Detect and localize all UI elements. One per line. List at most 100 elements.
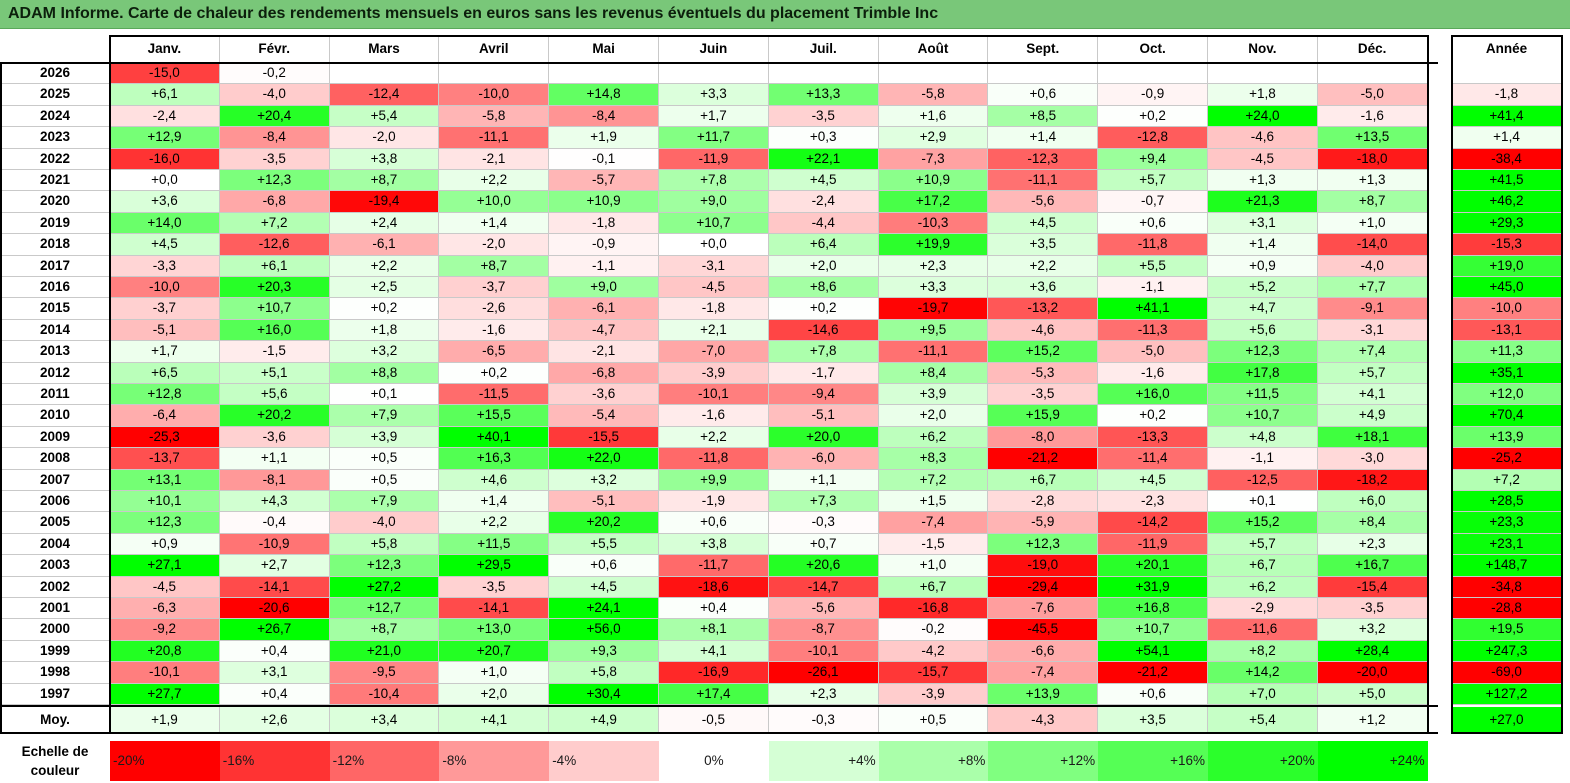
heatmap-cell: +12,3 xyxy=(219,170,330,192)
heatmap-cell: +17,2 xyxy=(878,191,989,213)
heatmap-cell: -4,7 xyxy=(549,319,659,342)
heatmap-cell: +11,5 xyxy=(1208,384,1318,406)
heatmap-cell: +5,6 xyxy=(1208,319,1318,342)
annual-cell: +247,3 xyxy=(1452,640,1562,663)
heatmap-cell: +10,1 xyxy=(110,491,220,513)
heatmap-cell: -1,1 xyxy=(1208,448,1318,470)
heatmap-cell: -11,5 xyxy=(439,384,550,406)
heatmap-cell xyxy=(768,63,879,85)
heatmap-cell: -11,9 xyxy=(1098,533,1208,556)
heatmap-cell: +4,6 xyxy=(439,469,550,491)
annual-cell: -1,8 xyxy=(1452,84,1562,106)
heatmap-cell: -0,4 xyxy=(219,512,330,534)
heatmap-cell: +2,1 xyxy=(659,319,769,342)
annual-cell: +41,4 xyxy=(1452,105,1562,128)
year-label: 2015 xyxy=(0,298,110,320)
annual-cell: +70,4 xyxy=(1452,405,1562,427)
heatmap-cell: +3,8 xyxy=(329,148,440,170)
heatmap-cell: -3,6 xyxy=(549,384,659,406)
heatmap-cell: +4,5 xyxy=(110,234,220,256)
heatmap-cell: -3,7 xyxy=(439,277,550,299)
heatmap-cell: +9,0 xyxy=(659,191,769,213)
year-label: 2013 xyxy=(0,341,110,363)
heatmap-cell: +8,7 xyxy=(329,619,440,641)
legend-swatch: +12% xyxy=(988,741,1099,781)
heatmap-cell: +40,1 xyxy=(439,426,550,449)
heatmap-cell: -7,4 xyxy=(988,662,1099,684)
year-label: 2014 xyxy=(0,320,110,342)
heatmap-cell: -9,2 xyxy=(110,619,220,641)
heatmap-cell: -18,0 xyxy=(1317,148,1428,170)
heatmap-cell: +20,6 xyxy=(768,555,879,577)
heatmap-cell: -10,1 xyxy=(110,662,220,684)
heatmap-cell: +2,3 xyxy=(768,683,879,705)
heatmap-cell: +14,2 xyxy=(1208,662,1318,684)
average-annual-cell: +27,0 xyxy=(1452,707,1562,733)
heatmap-cell: -25,3 xyxy=(110,426,220,449)
heatmap-cell: -5,8 xyxy=(878,84,989,106)
heatmap-cell: +4,7 xyxy=(1208,298,1318,320)
heatmap-cell: +2,2 xyxy=(988,255,1099,277)
left-border xyxy=(0,62,2,733)
average-cell: +1,9 xyxy=(110,707,220,733)
year-label: 2011 xyxy=(0,384,110,406)
heatmap-cell: -2,0 xyxy=(439,234,550,256)
heatmap-cell: +29,5 xyxy=(439,555,550,577)
heatmap-cell: -8,4 xyxy=(549,105,659,128)
heatmap-cell: +1,7 xyxy=(110,341,220,363)
heatmap-cell: -20,0 xyxy=(1317,662,1428,684)
heatmap-cell: +6,7 xyxy=(1208,555,1318,577)
heatmap-cell: -1,1 xyxy=(1098,277,1208,299)
heatmap-cell: +4,5 xyxy=(1098,469,1208,491)
heatmap-cell: +13,1 xyxy=(110,469,220,491)
heatmap-cell: +7,9 xyxy=(329,491,440,513)
heatmap-cell: +8,8 xyxy=(329,362,440,384)
heatmap-cell: -14,6 xyxy=(768,319,879,342)
annual-cell: +29,3 xyxy=(1452,212,1562,235)
heatmap-cell: +1,0 xyxy=(878,555,989,577)
heatmap-cell: +8,4 xyxy=(878,362,989,384)
heatmap-cell: +8,5 xyxy=(988,105,1099,128)
heatmap-cell: +0,2 xyxy=(768,298,879,320)
heatmap-cell: +27,2 xyxy=(329,576,440,598)
heatmap-cell: -5,3 xyxy=(988,362,1099,384)
heatmap-cell: +30,4 xyxy=(549,683,659,705)
month-header: Nov. xyxy=(1208,36,1318,62)
heatmap-cell: -4,6 xyxy=(1208,127,1318,149)
heatmap-cell: +2,2 xyxy=(659,426,769,449)
average-divider-top xyxy=(0,705,1438,707)
heatmap-cell: -21,2 xyxy=(1098,662,1208,684)
legend-swatch: -16% xyxy=(219,741,330,781)
heatmap-cell: +0,1 xyxy=(1208,491,1318,513)
heatmap-cell: -11,1 xyxy=(878,341,989,363)
heatmap-cell: +12,7 xyxy=(329,598,440,620)
heatmap-cell: +2,5 xyxy=(329,277,440,299)
year-label: 2025 xyxy=(0,84,110,106)
heatmap-cell: -3,6 xyxy=(219,426,330,449)
year-label: 2023 xyxy=(0,127,110,149)
year-label: 2005 xyxy=(0,512,110,534)
heatmap-cell: -5,1 xyxy=(768,405,879,427)
heatmap-cell: +8,3 xyxy=(878,448,989,470)
annual-cell: +19,0 xyxy=(1452,255,1562,277)
year-label: 2022 xyxy=(0,149,110,170)
year-label: 2003 xyxy=(0,555,110,577)
heatmap-cell: -1,6 xyxy=(1098,362,1208,384)
annual-cell: -25,2 xyxy=(1452,448,1562,470)
heatmap-cell: +1,3 xyxy=(1208,170,1318,192)
heatmap-cell: -14,0 xyxy=(1317,234,1428,256)
heatmap-cell: -15,0 xyxy=(110,63,220,85)
heatmap-cell: +1,6 xyxy=(878,105,989,128)
heatmap-cell: +8,4 xyxy=(1317,512,1428,534)
heatmap-cell: +7,7 xyxy=(1317,277,1428,299)
heatmap-cell: -1,7 xyxy=(768,362,879,384)
heatmap-cell: -16,0 xyxy=(110,148,220,170)
heatmap-cell: +9,4 xyxy=(1098,148,1208,170)
heatmap-cell: +6,7 xyxy=(878,576,989,598)
heatmap-cell: -1,8 xyxy=(659,298,769,320)
heatmap-cell: -4,0 xyxy=(1317,255,1428,277)
heatmap-cell xyxy=(1098,63,1208,85)
heatmap-cell: -11,3 xyxy=(1098,319,1208,342)
heatmap-cell: +0,5 xyxy=(329,469,440,491)
heatmap-cell: +8,2 xyxy=(1208,640,1318,663)
